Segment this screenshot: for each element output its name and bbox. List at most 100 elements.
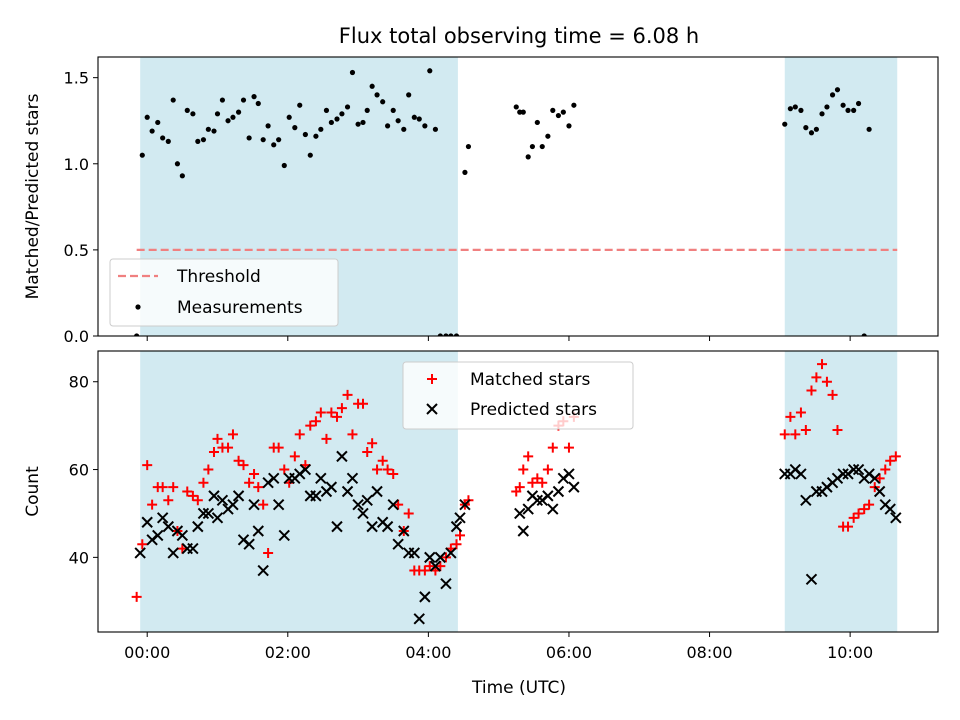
predicted-star-point xyxy=(315,472,327,485)
predicted-star-point xyxy=(459,498,471,511)
measurement-point xyxy=(344,104,351,110)
y-tick-label: 40 xyxy=(69,548,89,567)
measurement-point xyxy=(539,143,545,150)
matched-star-point xyxy=(790,429,801,440)
matched-star-point xyxy=(137,539,148,550)
measurement-point xyxy=(829,92,836,98)
matched-star-point xyxy=(367,438,378,449)
matched-star-point xyxy=(289,451,300,462)
predicted-star-point xyxy=(202,507,215,520)
matched-star-point xyxy=(435,561,446,572)
matched-star-point xyxy=(223,442,234,453)
matched-star-point xyxy=(163,495,174,506)
measurement-point xyxy=(560,109,566,115)
predicted-star-point xyxy=(232,490,245,502)
measurement-point xyxy=(170,97,176,103)
measurement-point xyxy=(855,100,862,107)
matched-star-point xyxy=(249,468,260,479)
matched-star-point xyxy=(800,425,811,436)
measurement-point xyxy=(380,99,386,105)
predicted-star-point xyxy=(522,503,534,515)
predicted-star-point xyxy=(800,494,812,506)
matched-star-point xyxy=(233,455,244,466)
predicted-star-point xyxy=(517,525,529,537)
predicted-star-point xyxy=(424,551,436,564)
predicted-star-point xyxy=(884,503,896,515)
observing-window-1 xyxy=(784,57,898,336)
matched-star-point xyxy=(853,508,864,519)
measurement-point xyxy=(200,137,207,143)
matched-star-point xyxy=(874,473,885,484)
measurement-point xyxy=(205,126,211,132)
matched-star-point xyxy=(358,398,369,409)
measurement-point xyxy=(302,131,308,138)
measurement-point xyxy=(286,114,292,120)
ratio-panel: 0.0 0.5 1.0 1.5 Matched/Predicted stars Thres… xyxy=(23,56,939,346)
predicted-star-point xyxy=(252,525,264,537)
matched-star-point xyxy=(382,464,393,475)
y-tick-label: 0.0 xyxy=(64,327,89,346)
measurement-point xyxy=(395,118,401,124)
measurement-point xyxy=(861,333,867,336)
matched-star-point xyxy=(315,407,326,418)
matched-star-point xyxy=(532,473,543,484)
matched-star-point xyxy=(212,433,223,444)
predicted-star-point xyxy=(847,463,860,476)
matched-star-point xyxy=(147,499,158,510)
matched-star-point xyxy=(187,490,198,501)
measurement-point xyxy=(513,104,519,110)
measurement-point xyxy=(550,107,556,113)
measurement-point xyxy=(313,133,319,139)
matched-star-point xyxy=(192,495,203,506)
predicted-star-point xyxy=(413,613,425,625)
measurement-point xyxy=(307,152,313,158)
measurement-point xyxy=(276,137,282,143)
legend: Threshold Measurements xyxy=(109,258,339,327)
x-tick-label: 02:00 xyxy=(265,643,311,662)
y-tick-label: 1.0 xyxy=(64,155,89,174)
matched-star-point xyxy=(843,521,854,532)
measurement-point xyxy=(349,69,356,76)
matched-star-point xyxy=(393,499,404,510)
matched-star-point xyxy=(310,416,321,427)
predicted-star-point xyxy=(366,520,378,533)
measurement-point xyxy=(134,333,140,336)
x-tick-label: 10:00 xyxy=(827,643,873,662)
measurement-point xyxy=(334,116,340,122)
measurement-point xyxy=(255,100,261,107)
predicted-star-point xyxy=(852,463,865,476)
predicted-star-point xyxy=(563,468,575,480)
predicted-star-point xyxy=(371,485,383,498)
legend: Matched stars Predicted stars xyxy=(402,361,634,430)
predicted-star-point xyxy=(547,503,559,515)
predicted-star-point xyxy=(392,538,404,550)
measurement-point xyxy=(525,154,531,160)
predicted-star-point xyxy=(243,538,255,550)
y-tick-label: 0.5 xyxy=(64,241,89,260)
legend-predicted-swatch xyxy=(426,403,438,415)
measurement-point xyxy=(808,130,815,136)
plot-area xyxy=(134,68,898,336)
measurement-point xyxy=(401,126,407,132)
matched-star-point xyxy=(131,591,142,602)
measurement-point xyxy=(787,106,793,112)
legend-threshold-label: Threshold xyxy=(176,267,261,287)
y-tick-label: 80 xyxy=(69,373,89,392)
measurement-point xyxy=(385,123,391,129)
matched-star-point xyxy=(203,464,214,475)
predicted-star-point xyxy=(272,498,285,511)
predicted-star-point xyxy=(341,485,354,498)
matched-star-point xyxy=(208,446,219,457)
measurement-point xyxy=(448,333,454,336)
plot-area xyxy=(131,359,902,625)
predicted-star-point xyxy=(434,551,447,564)
x-tick-label: 06:00 xyxy=(546,643,592,662)
matched-star-point xyxy=(331,411,342,422)
predicted-star-point xyxy=(211,512,224,524)
predicted-star-point xyxy=(454,512,466,524)
predicted-star-point xyxy=(325,481,338,493)
measurement-point xyxy=(427,68,433,74)
measurement-point xyxy=(369,83,375,89)
predicted-star-point xyxy=(398,525,410,537)
